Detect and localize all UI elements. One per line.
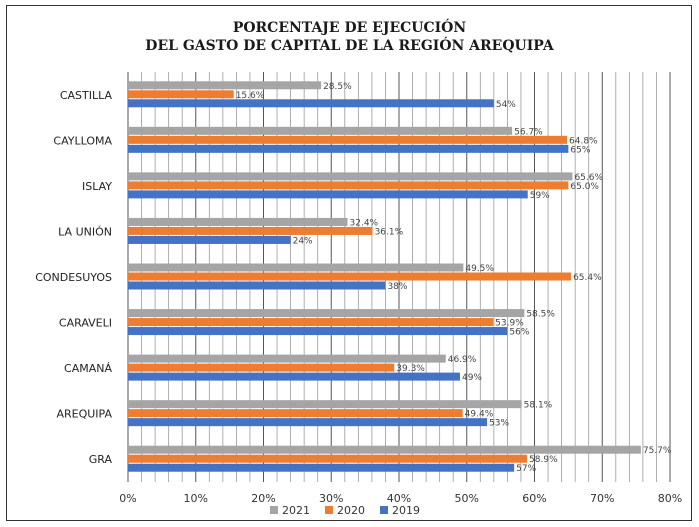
x-tick-label: 30% [319,492,343,505]
category-label-8: GRA [89,453,113,466]
bar-2021-8 [128,445,641,454]
bar-2021-5 [128,309,525,318]
bar-label-2021-2: 65.6% [574,173,603,183]
x-tick-label: 10% [184,492,208,505]
bar-label-2020-4: 65.4% [573,273,602,283]
category-label-0: CASTILLA [60,89,113,102]
bar-label-2020-7: 49.4% [465,410,494,420]
bar-label-2020-1: 64.8% [569,136,598,146]
bar-2021-7 [128,400,522,409]
bar-2019-7 [128,418,488,427]
chart-frame [6,5,692,521]
category-label-1: CAYLLOMA [53,134,112,147]
x-tick-label: 40% [387,492,411,505]
x-tick-label: 60% [522,492,546,505]
bar-2021-3 [128,217,348,226]
x-tick-label: 70% [590,492,614,505]
bar-2021-4 [128,263,464,272]
bar-2020-1 [128,135,568,144]
bar-label-2020-0: 15.6% [236,91,265,101]
category-label-4: CONDESUYOS [35,271,112,284]
bar-label-2019-6: 49% [462,373,482,383]
bar-label-2021-6: 46.9% [448,355,477,365]
bar-label-2019-3: 24% [293,236,313,246]
bar-2020-3 [128,226,373,235]
bar-label-2021-7: 58.1% [524,401,553,411]
chart-title-line-1: PORCENTAJE DE EJECUCIÓN [232,20,467,36]
bar-2020-8 [128,454,528,463]
bar-2019-6 [128,372,460,381]
bar-2021-0 [128,81,322,90]
bar-label-2021-4: 49.5% [465,264,494,274]
bar-label-2019-7: 53% [489,419,509,429]
bar-label-2021-0: 28.5% [323,82,352,92]
bar-label-2019-4: 38% [387,282,407,292]
bar-2019-5 [128,327,508,336]
bar-2021-2 [128,172,573,181]
category-label-2: ISLAY [82,180,112,193]
bar-label-2021-1: 56.7% [514,127,543,137]
legend-label-2020: 2020 [337,504,365,517]
bar-label-2019-2: 59% [530,191,550,201]
legend-swatch-2019 [380,506,388,514]
bar-2019-8 [128,463,515,472]
bar-label-2019-8: 57% [516,464,536,474]
chart-title-line-2: DEL GASTO DE CAPITAL DE LA REGIÓN AREQUI… [145,38,554,54]
x-tick-label: 0% [119,492,136,505]
bar-2019-1 [128,144,569,153]
bar-2021-1 [128,126,513,135]
legend-swatch-2020 [325,506,333,514]
bar-2019-2 [128,190,528,199]
bar-2019-4 [128,281,386,290]
bar-2020-7 [128,409,463,418]
bar-2021-6 [128,354,446,363]
bar-2020-0 [128,90,234,99]
category-label-6: CAMANÁ [64,362,112,375]
bar-label-2020-8: 58.9% [529,455,558,465]
bar-label-2021-3: 32.4% [350,218,379,228]
category-label-7: AREQUIPA [56,408,112,421]
bar-2020-2 [128,181,569,190]
legend-label-2021: 2021 [282,504,310,517]
bar-label-2020-6: 39.3% [396,364,425,374]
legend-label-2019: 2019 [392,504,420,517]
legend-swatch-2021 [270,506,278,514]
bar-2020-6 [128,363,395,372]
bar-2020-5 [128,318,494,327]
x-tick-label: 20% [251,492,275,505]
x-tick-label: 80% [658,492,682,505]
bar-2019-0 [128,99,494,108]
category-label-5: CARAVELI [59,317,112,330]
bar-label-2019-1: 65% [570,145,590,155]
bar-label-2020-5: 53.9% [495,319,524,329]
bar-label-2019-0: 54% [496,100,516,110]
bar-label-2021-8: 75.7% [643,446,672,456]
bar-label-2020-3: 36.1% [375,227,404,237]
bar-label-2020-2: 65.0% [570,182,599,192]
category-label-3: LA UNIÓN [58,225,112,238]
bar-2020-4 [128,272,572,281]
x-tick-label: 50% [455,492,479,505]
bar-label-2021-5: 58.5% [526,310,555,320]
bar-label-2019-5: 56% [509,328,529,338]
bar-2019-3 [128,235,291,244]
